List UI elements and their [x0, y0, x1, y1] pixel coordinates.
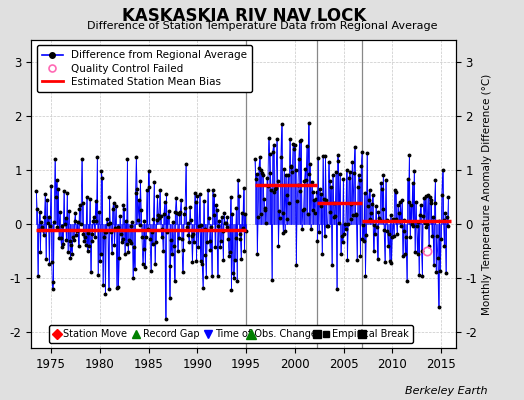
Legend: Station Move, Record Gap, Time of Obs. Change, Empirical Break: Station Move, Record Gap, Time of Obs. C…	[49, 325, 413, 343]
Title: KASKASKIA RIV NAV LOCK: KASKASKIA RIV NAV LOCK	[122, 6, 366, 24]
Text: Difference of Station Temperature Data from Regional Average: Difference of Station Temperature Data f…	[87, 21, 437, 31]
Y-axis label: Monthly Temperature Anomaly Difference (°C): Monthly Temperature Anomaly Difference (…	[482, 73, 492, 315]
Text: Berkeley Earth: Berkeley Earth	[405, 386, 487, 396]
